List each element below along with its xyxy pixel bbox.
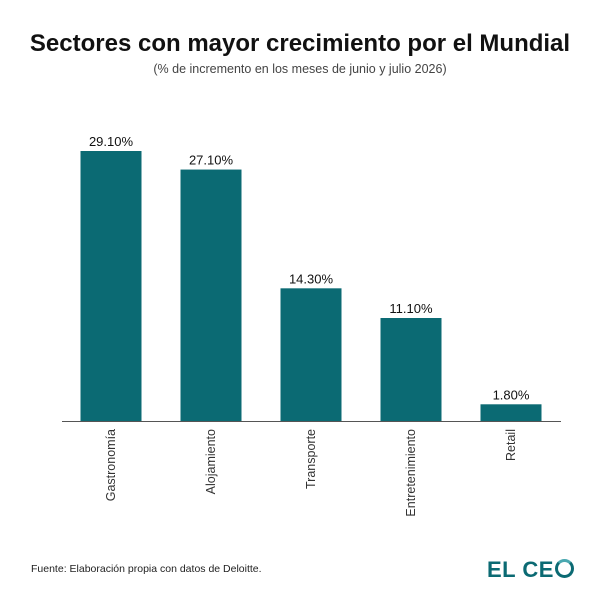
data-label: 14.30% bbox=[289, 271, 334, 286]
bar-entretenimiento bbox=[380, 318, 442, 421]
chart-subtitle: (% de incremento en los meses de junio y… bbox=[153, 62, 447, 76]
data-label: 11.10% bbox=[389, 301, 433, 316]
chart-title: Sectores con mayor crecimiento por el Mu… bbox=[29, 30, 571, 57]
bar-retail bbox=[480, 404, 542, 421]
source-note: Fuente: Elaboración propia con datos de … bbox=[31, 563, 262, 575]
bar-transporte bbox=[280, 288, 342, 421]
logo-text: EL CE bbox=[487, 557, 554, 582]
data-label: 29.10% bbox=[89, 134, 134, 149]
el-ceo-logo: EL CE bbox=[487, 557, 574, 583]
x-tick-label: Retail bbox=[504, 429, 518, 461]
data-label: 27.10% bbox=[189, 153, 234, 168]
logo-o-icon bbox=[554, 559, 574, 578]
x-tick-label: Gastronomía bbox=[104, 429, 118, 501]
x-tick-label: Alojamiento bbox=[204, 429, 218, 494]
bar-alojamiento bbox=[180, 169, 242, 421]
bar-gastronomía bbox=[80, 151, 142, 421]
data-label: 1.80% bbox=[493, 387, 530, 402]
x-tick-label: Entretenimiento bbox=[404, 429, 418, 517]
x-tick-label: Transporte bbox=[304, 429, 318, 489]
